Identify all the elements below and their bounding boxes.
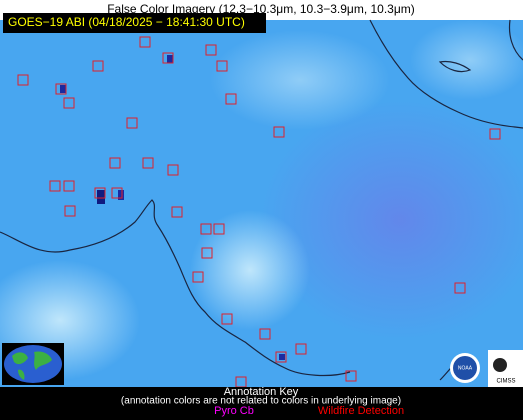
globe-logo (2, 343, 64, 385)
detections (17, 36, 501, 388)
title: False Color Imagery (12.3−10.3μm, 10.3−3… (107, 2, 415, 16)
image-label: GOES−19 ABI (04/18/2025 − 18:41:30 UTC) (8, 15, 245, 29)
satellite-image (0, 19, 523, 387)
key-wildfire: Wildfire Detection (318, 405, 404, 417)
annotation-bar (0, 387, 523, 420)
noaa-text: NOAA (458, 365, 473, 371)
cimss-logo: CIMSS (488, 350, 523, 387)
annotation-title: Annotation Key (224, 386, 299, 398)
key-pyrocb: Pyro Cb (214, 405, 254, 417)
annotation-note: (annotation colors are not related to co… (121, 396, 401, 407)
image-label-box (3, 13, 266, 33)
noaa-logo: NOAA (450, 353, 480, 383)
cimss-text: CIMSS (496, 379, 515, 385)
